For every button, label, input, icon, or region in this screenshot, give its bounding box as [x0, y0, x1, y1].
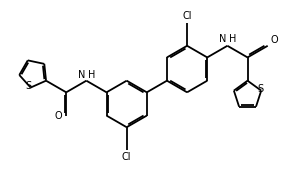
Text: H: H: [88, 70, 95, 80]
Text: Cl: Cl: [182, 11, 192, 21]
Text: N: N: [78, 70, 86, 80]
Text: S: S: [25, 81, 31, 91]
Text: S: S: [257, 84, 263, 94]
Text: O: O: [270, 35, 278, 45]
Text: H: H: [229, 34, 237, 44]
Text: Cl: Cl: [122, 152, 131, 162]
Text: N: N: [219, 34, 226, 44]
Text: O: O: [55, 111, 62, 121]
